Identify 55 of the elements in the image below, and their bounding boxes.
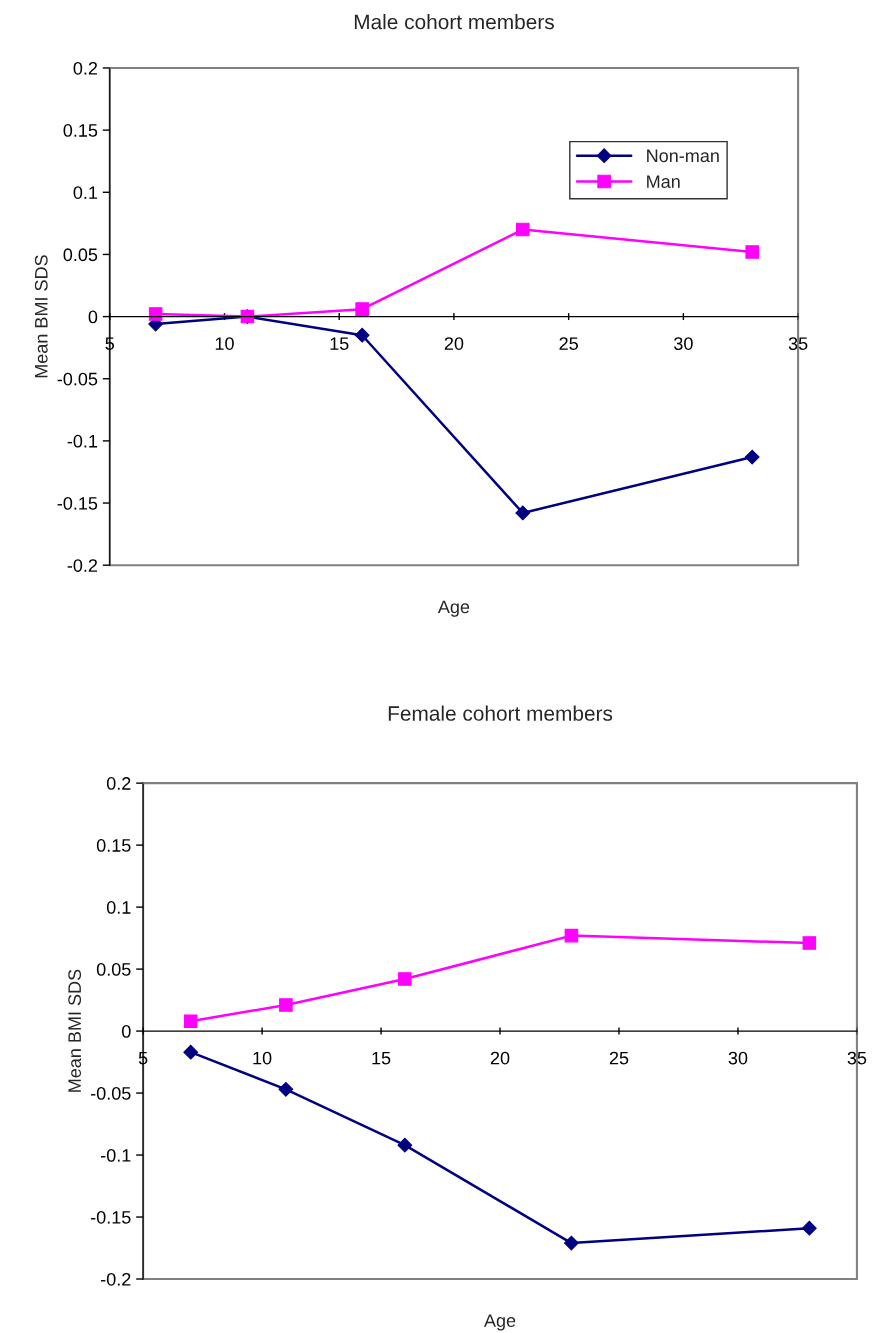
chart-title: Male cohort members [354,14,554,30]
y-tick-label: -0.2 [67,559,98,572]
point [801,1220,817,1236]
y-tick-label: 0.2 [73,61,98,75]
y-tick-label: 0.15 [63,124,98,137]
point [183,1044,199,1060]
y-axis-title: Mean BMI SDS [68,969,82,1092]
point [564,1235,579,1251]
legend-label: Man [647,175,680,188]
point [515,222,530,237]
y-tick-label: 0.1 [106,901,131,914]
x-tick-label: 35 [847,1051,867,1065]
y-tick-label: 0.15 [96,839,131,852]
point [397,1137,413,1153]
y-tick-label: -0.1 [67,434,98,448]
point [279,998,293,1012]
point [355,302,369,316]
point [744,449,760,465]
chart-title: Female cohort members [388,705,613,721]
x-axis-title: Age [484,1314,516,1331]
y-tick-label: -0.05 [57,372,98,386]
x-tick-label: 15 [372,1051,391,1065]
point [745,245,759,259]
point [183,1014,198,1028]
point [278,1081,294,1097]
y-tick-label: 0.05 [96,963,131,976]
y-tick-label: 0 [121,1025,131,1038]
y-tick-label: -0.1 [101,1148,131,1162]
y-tick-label: -0.05 [90,1086,131,1100]
y-tick-label: 0 [88,310,98,324]
point [148,307,163,321]
y-tick-label: -0.15 [57,496,98,510]
x-tick-label: 25 [609,1051,629,1065]
point [802,936,817,950]
x-tick-label: 20 [490,1051,510,1065]
x-tick-label: 20 [444,337,464,350]
y-tick-label: 0.1 [73,186,98,200]
point [354,327,370,343]
x-tick-label: 35 [788,337,808,350]
y-tick-label: -0.2 [101,1272,131,1286]
x-axis-title: Age [437,600,470,617]
point [515,505,531,521]
x-tick-label: 10 [215,337,234,350]
y-tick-label: -0.15 [90,1210,131,1224]
point [564,928,579,943]
x-tick-label: 25 [559,337,578,350]
point [398,972,412,986]
x-tick-label: 15 [330,337,349,350]
x-tick-label: 30 [674,337,693,350]
y-tick-label: 0.05 [63,248,98,262]
x-tick-label: 10 [253,1051,272,1065]
x-tick-label: 30 [728,1051,748,1065]
y-axis-title: Mean BMI SDS [34,255,48,378]
y-tick-label: 0.2 [106,777,131,790]
legend-label: Non-man [647,149,719,163]
